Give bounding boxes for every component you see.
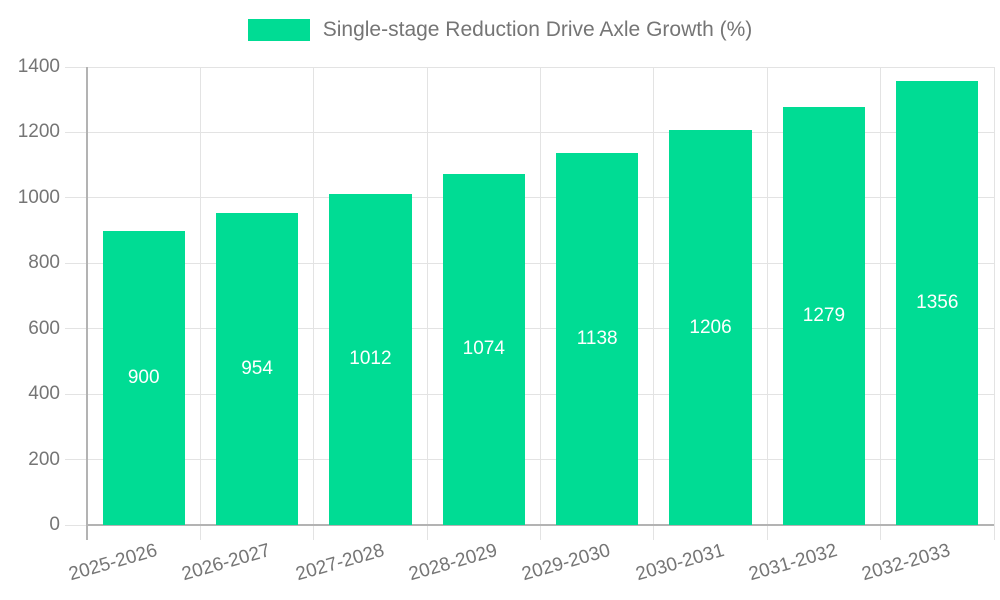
y-axis-tick [65,459,87,461]
bar-value-label: 1138 [576,327,618,349]
y-axis-tick-label: 400 [28,383,60,405]
gridline-vertical [199,67,201,525]
y-axis-tick-label: 800 [28,252,60,274]
bar-value-label: 1012 [349,348,392,370]
y-axis-tick [65,393,87,395]
bar-2028-2029 [442,173,525,525]
bar-value-label: 954 [241,357,273,379]
x-axis-tick [426,525,428,540]
gridline-vertical [653,67,655,525]
bar-2026-2027 [215,212,299,525]
bar-2030-2031 [669,130,752,525]
chart-legend[interactable]: Single-stage Reduction Drive Axle Growth… [0,17,1000,43]
gridline-vertical [426,67,428,525]
bar-value-label: 1279 [802,304,846,326]
x-axis-category-label: 2032-2033 [859,540,954,586]
legend-label: Single-stage Reduction Drive Axle Growth… [322,18,753,41]
y-axis-tick [65,524,87,526]
x-axis-tick [766,525,768,540]
y-axis-tick-label: 0 [49,514,60,535]
x-axis-category-label: 2025-2026 [66,540,160,586]
gridline-vertical [313,67,315,525]
y-axis-tick [65,131,87,133]
bar-2032-2033 [896,81,979,525]
y-axis-tick [65,197,87,199]
x-axis-category-label: 2026-2027 [179,540,273,586]
gridline-vertical [880,67,882,525]
gridline-vertical [540,67,541,525]
x-axis-tick [199,525,201,540]
y-axis-tick [65,262,87,264]
y-axis-tick-label: 600 [28,317,60,339]
x-axis-tick [540,525,541,540]
bar-2031-2032 [782,106,866,525]
y-axis-tick [65,66,87,68]
y-axis-line [86,67,88,540]
bar-value-label: 900 [127,366,160,388]
legend-swatch [247,19,310,41]
bar-value-label: 1074 [462,338,505,360]
x-axis-category-label: 2031-2032 [746,540,840,586]
y-axis-tick-label: 1400 [17,56,60,77]
x-axis-tick [993,525,995,540]
bar-2029-2030 [556,152,639,525]
y-axis-tick [65,328,87,330]
x-axis-line [86,524,994,526]
bar-value-label: 1206 [689,316,732,338]
x-axis-category-label: 2030-2031 [633,540,727,586]
y-axis-tick-label: 1200 [17,121,60,143]
gridline-vertical [766,67,768,525]
x-axis-tick [313,525,315,540]
y-axis-tick-label: 1000 [17,186,60,208]
x-axis-category-label: 2029-2030 [519,540,613,586]
x-axis-tick [653,525,655,540]
y-axis-tick-label: 200 [28,448,60,470]
x-axis-category-label: 2028-2029 [406,540,500,586]
bar-2025-2026 [102,230,185,525]
bar-2027-2028 [329,193,412,525]
x-axis-category-label: 2027-2028 [293,540,387,586]
x-axis-tick [880,525,882,540]
bar-value-label: 1356 [916,292,959,314]
gridline-vertical [993,67,995,525]
